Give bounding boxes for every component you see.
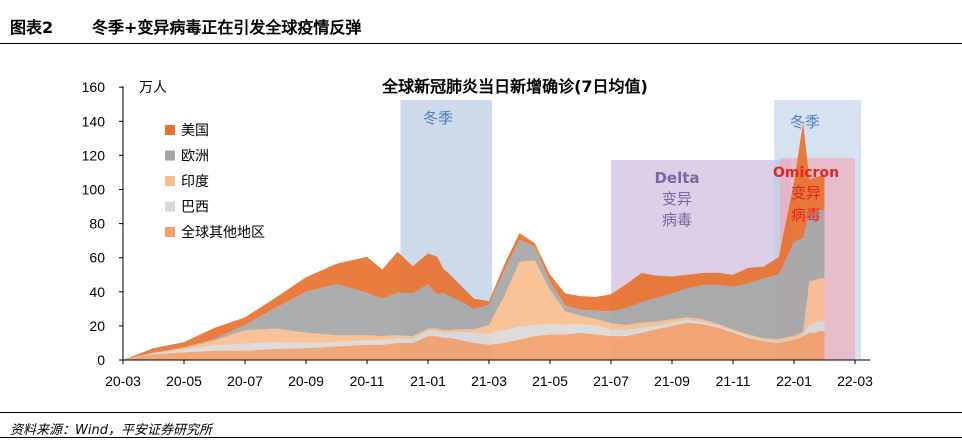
- legend-india-swatch: [165, 176, 175, 186]
- figure-header: 图表2 冬季+变异病毒正在引发全球疫情反弹: [0, 0, 962, 44]
- source-note: 资料来源：Wind，平安证券研究所: [10, 423, 212, 438]
- omicron-label-line1: 变异: [791, 184, 821, 202]
- x-tick-label: 20-07: [227, 373, 263, 389]
- area-rest-of-world: [123, 322, 825, 360]
- y-tick-label: 60: [89, 250, 105, 266]
- legend-usa-swatch: [165, 125, 175, 135]
- area-india: [123, 260, 825, 360]
- x-tick-label: 21-11: [716, 373, 751, 389]
- chart-title: 全球新冠肺炎当日新增确诊(7日均值): [381, 77, 648, 96]
- x-tick-label: 22-01: [776, 373, 812, 389]
- y-tick-label: 40: [89, 284, 105, 300]
- delta-label: Delta: [654, 169, 699, 187]
- area-series: [123, 122, 825, 360]
- delta-label-line1: 变异: [662, 190, 692, 208]
- y-tick-label: 160: [82, 79, 106, 95]
- y-tick-label: 120: [82, 147, 106, 163]
- omicron-label: Omicron: [773, 165, 839, 181]
- legend-europe-label: 欧洲: [181, 149, 209, 165]
- omicron-label-line2: 病毒: [791, 206, 821, 224]
- legend-europe-swatch: [165, 150, 175, 161]
- legend-india-label: 印度: [181, 174, 209, 190]
- footer-bottom-rule: [0, 437, 962, 438]
- x-tick-label: 21-03: [471, 373, 507, 389]
- footer-rule: [0, 412, 962, 413]
- figure-title: 冬季+变异病毒正在引发全球疫情反弹: [92, 18, 362, 37]
- legend-brazil-swatch: [165, 201, 175, 212]
- y-tick-label: 20: [89, 318, 105, 334]
- winter-label-2: 冬季: [790, 113, 820, 131]
- region-labels: 冬季 冬季 Delta 变异病毒 Omicron 变异病毒: [423, 109, 839, 229]
- x-tick-label: 21-07: [593, 373, 629, 389]
- x-tick-label: 20-03: [105, 373, 141, 389]
- legend-rest-swatch: [165, 227, 175, 237]
- legend-usa-label: 美国: [181, 123, 209, 139]
- figure-label: 图表2: [10, 18, 54, 37]
- chart-axes: 0 20 40 60 80 100 120 140 160 20-03 20-05 20-07 20-0…: [82, 79, 873, 389]
- delta-label-line2: 病毒: [662, 211, 692, 229]
- x-tick-label: 21-09: [654, 373, 690, 389]
- area-europe: [123, 210, 825, 360]
- y-tick-label: 0: [97, 352, 105, 368]
- x-tick-label: 21-01: [410, 373, 446, 389]
- x-tick-label: 20-05: [166, 373, 202, 389]
- legend-brazil-label: 巴西: [181, 200, 209, 216]
- x-tick-label: 22-03: [837, 373, 873, 389]
- y-tick-label: 80: [89, 216, 105, 232]
- y-tick-label: 100: [82, 182, 106, 198]
- y-tick-label: 140: [82, 113, 106, 129]
- legend-rest-label: 全球其他地区: [181, 224, 265, 241]
- winter-label-1: 冬季: [423, 109, 453, 127]
- area-brazil: [123, 319, 825, 360]
- header-rule: [0, 43, 962, 44]
- x-tick-label: 20-09: [288, 373, 324, 389]
- y-axis-unit: 万人: [139, 80, 167, 96]
- x-tick-label: 20-11: [350, 373, 385, 389]
- x-tick-label: 21-05: [532, 373, 568, 389]
